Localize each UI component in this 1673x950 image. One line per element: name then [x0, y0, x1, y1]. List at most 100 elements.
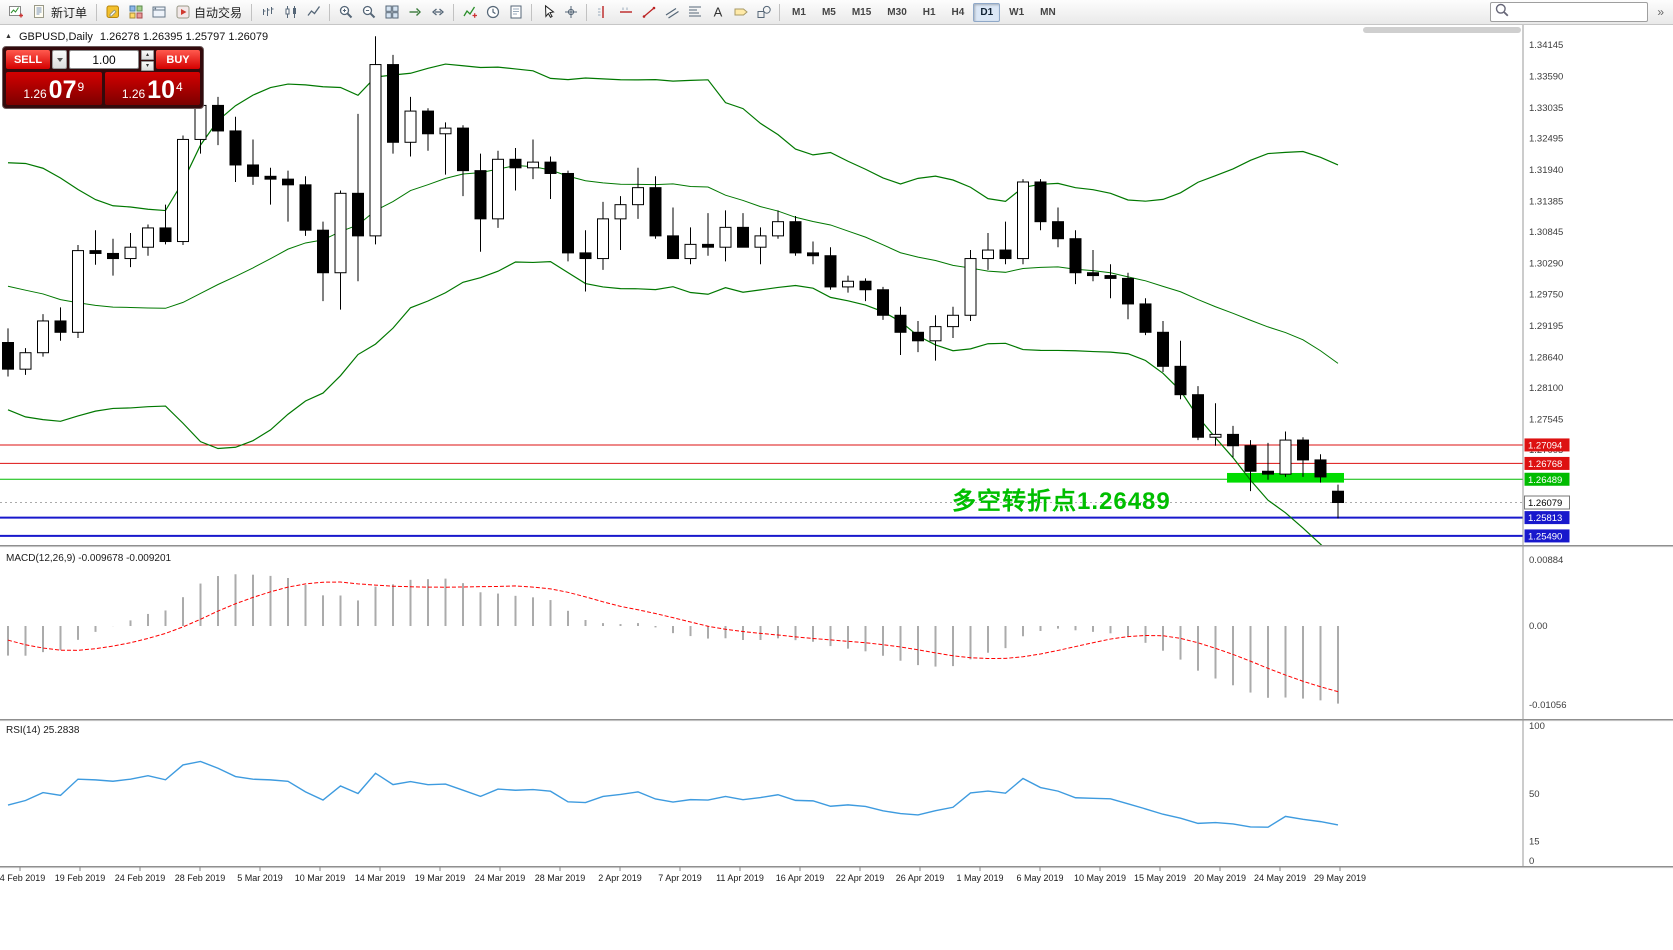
time-axis-label: 10 Mar 2019 — [295, 873, 346, 883]
panel-separator[interactable] — [0, 719, 1673, 721]
templates-button[interactable] — [504, 2, 527, 23]
navigator-button[interactable] — [147, 2, 170, 23]
toolbar-overflow-icon[interactable]: » — [1657, 5, 1664, 19]
time-axis-label: 2 Apr 2019 — [598, 873, 642, 883]
text-label-button[interactable] — [729, 2, 752, 23]
candle — [562, 170, 574, 262]
auto-scroll-button[interactable] — [403, 2, 426, 23]
candle — [1332, 484, 1344, 519]
ohlc-label: 1.26278 1.26395 1.25797 1.26079 — [99, 31, 269, 43]
chart-canvas[interactable]: 1.34145 1.33590 1.33035 1.32495 1.31940 1.313… — [0, 25, 1673, 950]
timeframe-m5-button[interactable]: M5 — [821, 6, 836, 18]
candle — [527, 139, 539, 180]
candle — [859, 278, 872, 302]
timeframe-d1-button[interactable]: D1 — [973, 2, 1001, 22]
crosshair-button[interactable] — [559, 2, 582, 23]
autotrading-button[interactable]: 自动交易 — [170, 1, 247, 24]
time-axis-label: 10 May 2019 — [1074, 873, 1126, 883]
market-watch-button[interactable] — [124, 2, 147, 23]
chart-scrollbar[interactable] — [1363, 27, 1521, 33]
time-axis-label: 16 Apr 2019 — [776, 873, 825, 883]
zoomout-icon — [362, 5, 375, 19]
macd-panel — [7, 574, 1339, 704]
candle — [1174, 340, 1187, 400]
sell-button[interactable]: SELL — [6, 50, 50, 69]
candle — [632, 167, 644, 219]
search-input[interactable] — [1510, 5, 1645, 19]
chevron-down-icon — [56, 57, 63, 62]
time-axis-label: 28 Mar 2019 — [535, 873, 586, 883]
horizontal-line-button[interactable] — [614, 2, 637, 23]
metaeditor-button[interactable] — [101, 2, 124, 23]
zoom-in-button[interactable] — [334, 2, 357, 23]
price-axis-label: 1.29750 — [1529, 289, 1563, 300]
vertical-line-button[interactable] — [591, 2, 614, 23]
price-axis-label: 1.29195 — [1529, 321, 1563, 332]
timeframe-m30-button[interactable]: M30 — [887, 6, 907, 18]
candle — [124, 233, 137, 268]
time-axis-label: 24 Feb 2019 — [115, 873, 166, 883]
candlestick-chart-button[interactable] — [279, 2, 302, 23]
new-order-button[interactable]: 新订单 — [27, 1, 92, 24]
candle — [999, 221, 1012, 265]
volume-input[interactable] — [69, 50, 139, 69]
buy-button[interactable]: BUY — [156, 50, 200, 69]
buy-price-button[interactable]: 1.26 10 4 — [104, 72, 200, 105]
trendline-button[interactable] — [637, 2, 660, 23]
symbol-period-label: GBPUSD,Daily — [18, 31, 93, 43]
line-chart-button[interactable] — [302, 2, 325, 23]
candle — [299, 176, 312, 236]
candle — [702, 213, 714, 256]
candle — [684, 227, 697, 265]
toolbar-separator — [251, 3, 253, 21]
text-button[interactable]: A — [706, 2, 729, 23]
macd-indicator-label: MACD(12,26,9) -0.009678 -0.009201 — [6, 553, 172, 564]
candle — [649, 176, 662, 239]
rsi-axis-label: 0 — [1529, 856, 1534, 867]
sell-price-button[interactable]: 1.26 07 9 — [6, 72, 102, 105]
volume-increase-button[interactable]: ▴ — [141, 50, 154, 60]
price-axis-label: 1.34145 — [1529, 40, 1563, 51]
panel-separator[interactable] — [0, 866, 1673, 868]
volume-dropdown-button[interactable] — [52, 50, 67, 69]
candle — [229, 116, 242, 182]
zoom-out-button[interactable] — [357, 2, 380, 23]
trend-icon — [642, 6, 655, 18]
timeframe-mn-button[interactable]: MN — [1040, 6, 1056, 18]
cursor-button[interactable] — [536, 2, 559, 23]
candle — [544, 156, 557, 199]
buy-price-big: 10 — [147, 76, 175, 104]
candle — [1314, 454, 1327, 483]
candle — [1297, 437, 1309, 477]
time-axis-label: 20 May 2019 — [1194, 873, 1246, 883]
timeframe-w1-button[interactable]: W1 — [1009, 6, 1025, 18]
equidistant-channel-button[interactable] — [660, 2, 683, 23]
timeframe-m15-button[interactable]: M15 — [851, 6, 872, 18]
periods-button[interactable] — [481, 2, 504, 23]
candle — [1052, 207, 1064, 248]
new-chart-button[interactable] — [4, 2, 27, 23]
chart-shift-button[interactable] — [426, 2, 449, 23]
time-axis-label: 29 May 2019 — [1314, 873, 1366, 883]
indicators-button[interactable] — [458, 2, 481, 23]
fibonacci-button[interactable] — [683, 2, 706, 23]
shapes-button[interactable] — [752, 2, 775, 23]
channel-icon — [665, 7, 679, 19]
bar-chart-button[interactable] — [256, 2, 279, 23]
timeframe-m1-button[interactable]: M1 — [792, 6, 806, 18]
timeframe-h4-button[interactable]: H4 — [951, 6, 965, 18]
volume-decrease-button[interactable]: ▾ — [141, 61, 154, 71]
macd-axis-label: 0.00884 — [1529, 555, 1563, 566]
bollinger-upper-band — [7, 63, 1339, 212]
time-axis-label: 15 May 2019 — [1134, 873, 1186, 883]
tile-windows-button[interactable] — [380, 2, 403, 23]
sell-price-prefix: 1.26 — [23, 87, 47, 101]
trade-panel-toggle-icon[interactable]: ▲ — [5, 33, 12, 40]
candle — [334, 190, 347, 310]
panel-separator[interactable] — [0, 545, 1673, 547]
toolbar-separator — [531, 3, 533, 21]
time-axis-label: 26 Apr 2019 — [896, 873, 945, 883]
timeframe-h1-button[interactable]: H1 — [922, 6, 936, 18]
toolbar-separator — [329, 3, 331, 21]
rsi-indicator-label: RSI(14) 25.2838 — [6, 725, 80, 736]
